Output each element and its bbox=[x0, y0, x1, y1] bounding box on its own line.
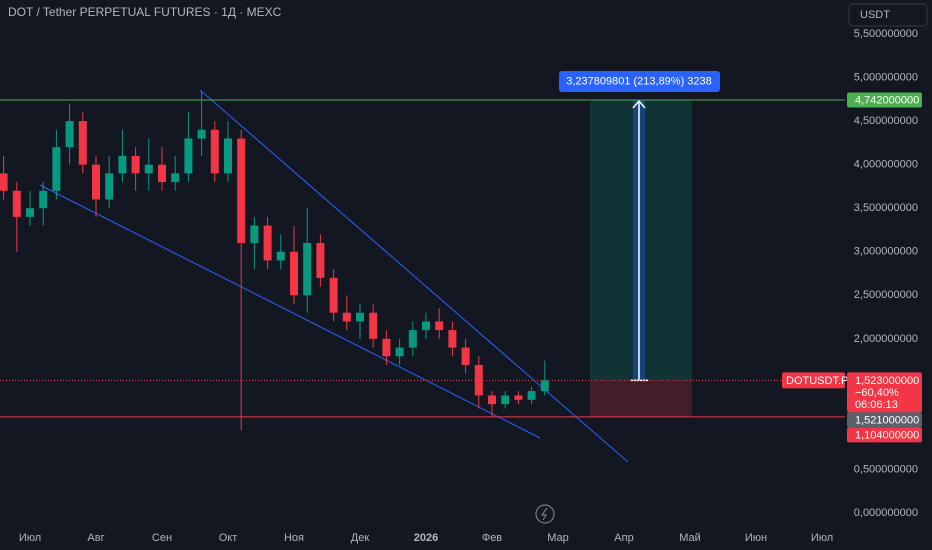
trendline bbox=[39, 184, 541, 439]
chart-title: DOT / Tether PERPETUAL FUTURES · 1Д · ME… bbox=[8, 5, 282, 19]
candle-body bbox=[0, 173, 8, 191]
measure-label-box bbox=[559, 71, 720, 92]
x-tick-label: Сен bbox=[152, 532, 172, 544]
countdown: 06:06:13 bbox=[855, 399, 898, 411]
candle-body bbox=[488, 395, 496, 405]
candle-body bbox=[210, 129, 219, 174]
replay-icon-bolt bbox=[540, 507, 548, 521]
candle-body bbox=[369, 312, 378, 339]
candle-body bbox=[474, 364, 483, 396]
x-tick-label: 2026 bbox=[414, 532, 438, 544]
replay-icon[interactable] bbox=[535, 504, 555, 524]
x-tick-label: Фев bbox=[482, 532, 502, 544]
candle-body bbox=[540, 380, 549, 392]
candle-body bbox=[65, 121, 74, 148]
candle-body bbox=[263, 225, 272, 261]
y-tick-label: 4,500000000 bbox=[854, 115, 918, 127]
candle-body bbox=[303, 243, 312, 296]
candle-body bbox=[316, 243, 325, 278]
mark-price-box bbox=[847, 412, 922, 428]
currency[interactable]: USDT bbox=[860, 9, 890, 21]
candle-body bbox=[131, 155, 140, 174]
symbol-label: DOTUSDT.P bbox=[786, 375, 848, 387]
y-tick-label: 2,500000000 bbox=[854, 289, 918, 301]
candle-body bbox=[395, 347, 404, 357]
candle-body bbox=[290, 251, 298, 296]
candle-body bbox=[171, 173, 180, 183]
position-profit-zone bbox=[590, 99, 692, 381]
position-loss-zone bbox=[590, 380, 692, 417]
mark-price-label: 1,521000000 bbox=[855, 414, 919, 426]
y-tick-label: 0,000000000 bbox=[854, 507, 918, 519]
candle-body bbox=[237, 138, 246, 244]
symbol-label-box bbox=[782, 372, 845, 389]
candle-body bbox=[342, 312, 351, 322]
x-tick-label: Июл bbox=[19, 532, 41, 544]
candle-body bbox=[501, 395, 510, 405]
measure-label: 3,237809801 (213,89%) 3238 bbox=[566, 75, 712, 87]
candle-body bbox=[39, 190, 48, 209]
x-tick-label: Июл bbox=[811, 532, 833, 544]
candle-body bbox=[276, 251, 285, 261]
x-tick-label: Май bbox=[679, 532, 701, 544]
y-tick-label: 5,500000000 bbox=[854, 28, 918, 40]
candle-body bbox=[92, 164, 100, 200]
candle-body bbox=[52, 147, 61, 191]
candle-body bbox=[356, 312, 364, 322]
x-tick-label: Апр bbox=[614, 532, 633, 544]
candle-body bbox=[422, 321, 430, 331]
y-tick-label: 4,000000000 bbox=[854, 159, 918, 171]
candle-body bbox=[329, 277, 338, 313]
y-tick-label: 3,000000000 bbox=[854, 246, 918, 258]
last-price-box bbox=[847, 372, 922, 413]
y-tick-label: 3,500000000 bbox=[854, 202, 918, 214]
y-tick-label: 5,000000000 bbox=[854, 71, 918, 83]
candle-body bbox=[158, 164, 166, 183]
y-tick-label: 2,000000000 bbox=[854, 333, 918, 345]
x-tick-label: Мар bbox=[547, 532, 569, 544]
candle-body bbox=[78, 121, 87, 165]
candle-body bbox=[250, 225, 259, 244]
stop-label: 1,104000000 bbox=[855, 429, 919, 441]
x-tick-label: Дек bbox=[351, 532, 370, 544]
candle-body bbox=[197, 129, 206, 139]
candle-body bbox=[382, 338, 391, 357]
candle-body bbox=[514, 395, 523, 400]
y-tick-label: 0,500000000 bbox=[854, 463, 918, 475]
x-tick-label: Ноя bbox=[284, 532, 304, 544]
currency-button[interactable] bbox=[848, 3, 928, 27]
candle-body bbox=[527, 391, 536, 400]
candle-body bbox=[448, 330, 457, 348]
candle-body bbox=[12, 190, 21, 217]
x-tick-label: Окт bbox=[219, 532, 238, 544]
stop-label-box bbox=[847, 427, 922, 443]
candle-body bbox=[408, 330, 417, 348]
target-label: 4,742000000 bbox=[855, 94, 919, 106]
candle-body bbox=[144, 164, 153, 174]
measure-arrowhead bbox=[632, 99, 646, 109]
price-change: −60,40% bbox=[855, 387, 899, 399]
candle-body bbox=[184, 138, 193, 174]
x-tick-label: Авг bbox=[87, 532, 104, 544]
candle-body bbox=[224, 138, 232, 174]
candle-body bbox=[461, 347, 470, 365]
candle-body bbox=[26, 208, 34, 217]
target-label-box bbox=[847, 92, 922, 108]
candle-body bbox=[105, 173, 114, 200]
trendline bbox=[199, 89, 629, 463]
candle-body bbox=[435, 321, 444, 331]
last-price-label: 1,523000000 bbox=[855, 375, 919, 387]
candle-body bbox=[118, 155, 127, 174]
x-tick-label: Июн bbox=[745, 532, 767, 544]
